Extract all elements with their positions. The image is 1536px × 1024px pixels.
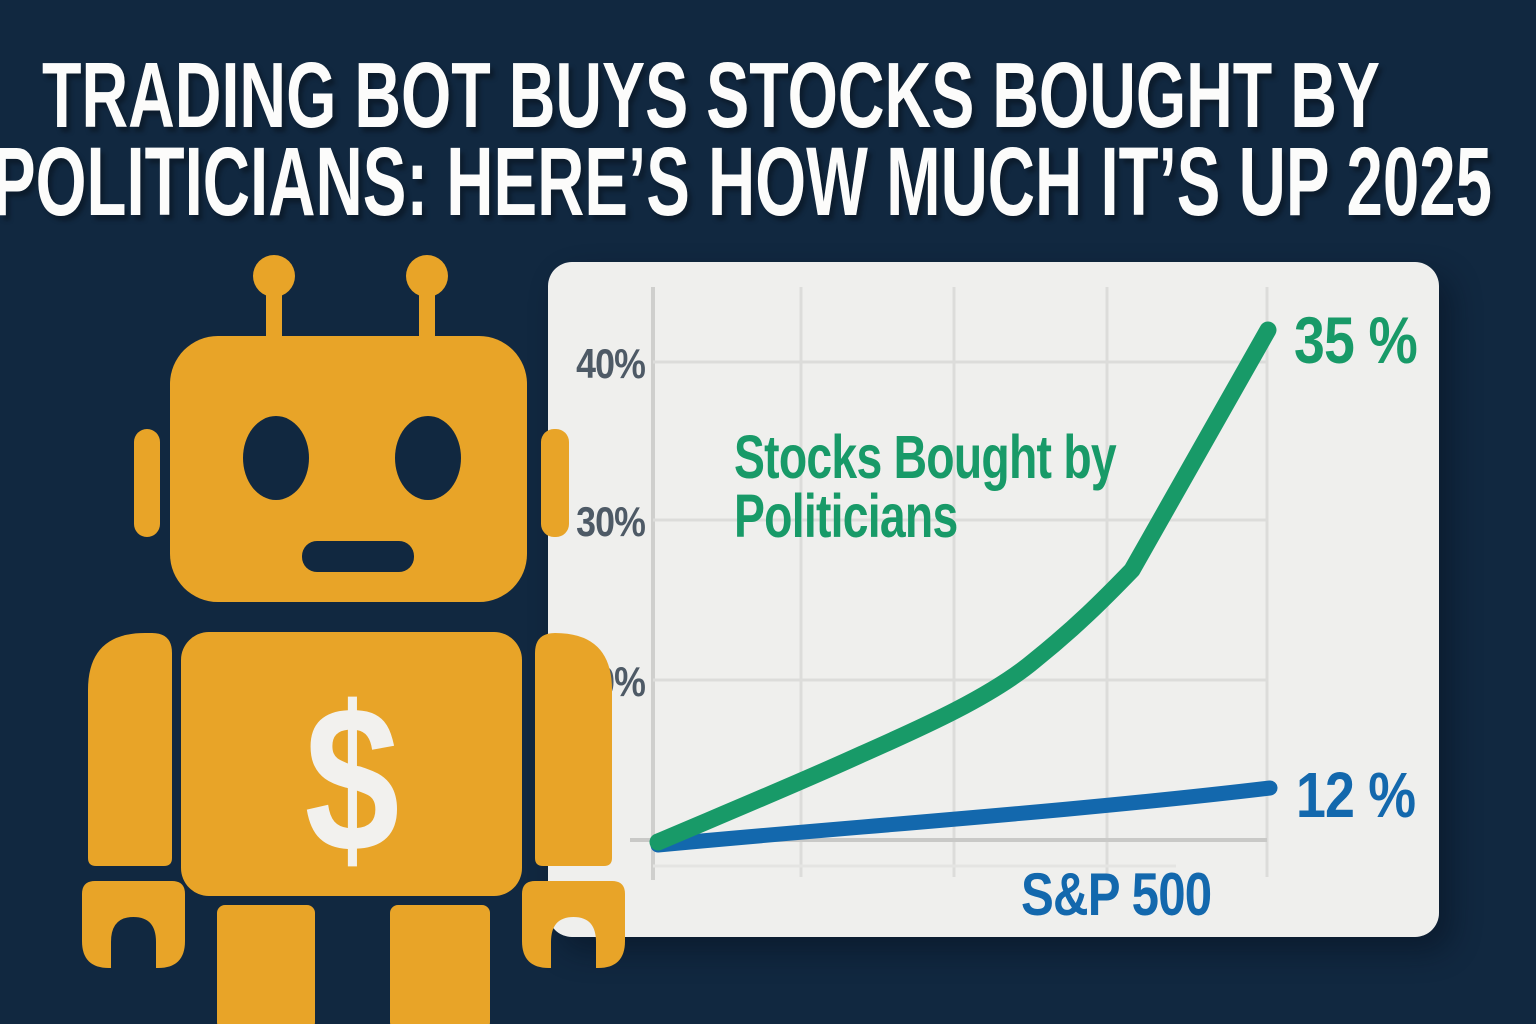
robot-eye-right <box>395 416 461 500</box>
robot-leg-left <box>217 905 315 1024</box>
robot-leg-right <box>390 905 490 1024</box>
robot-mouth <box>302 541 414 572</box>
headline-line-1: TRADING BOT BUYS STOCKS BOUGHT BY <box>42 43 1380 147</box>
robot-arm-right <box>535 633 612 866</box>
robot-antenna-stalk-left <box>266 277 282 339</box>
chart-grid <box>630 287 1278 880</box>
robot-head <box>170 336 527 602</box>
sp500-end-value: 12 % <box>1296 759 1416 831</box>
headline: TRADING BOT BUYS STOCKS BOUGHT BY POLITI… <box>0 43 1492 236</box>
sp500-line <box>650 780 1278 853</box>
politicians-series-label-line1: Stocks Bought by <box>734 423 1117 491</box>
chart-panel: 40% 30% 20% Stocks Bought by Politicians… <box>548 262 1439 937</box>
robot-body <box>181 632 522 896</box>
dollar-sign: $ <box>305 664 400 896</box>
robot-hand-right <box>522 881 625 968</box>
politicians-end-value: 35 % <box>1294 303 1418 377</box>
robot-hand-left <box>82 881 185 968</box>
robot-antenna-stalk-right <box>419 277 435 339</box>
robot-ear-right <box>541 429 569 537</box>
robot-antenna-ball-left <box>253 255 295 297</box>
robot-ear-left <box>134 429 160 537</box>
politicians-line <box>649 321 1277 851</box>
politicians-series-label-line2: Politicians <box>734 482 958 550</box>
sp500-series-label: S&P 500 <box>1021 861 1212 928</box>
headline-line-2: POLITICIANS: HERE’S HOW MUCH IT’S UP 202… <box>0 127 1492 236</box>
politicians-series-label: Stocks Bought by Politicians <box>734 423 1117 550</box>
robot-antenna-ball-right <box>406 255 448 297</box>
y-tick-30: 30% <box>576 498 646 545</box>
y-tick-40: 40% <box>576 340 646 387</box>
robot-arm-left <box>88 633 172 866</box>
robot-eye-left <box>243 416 309 500</box>
